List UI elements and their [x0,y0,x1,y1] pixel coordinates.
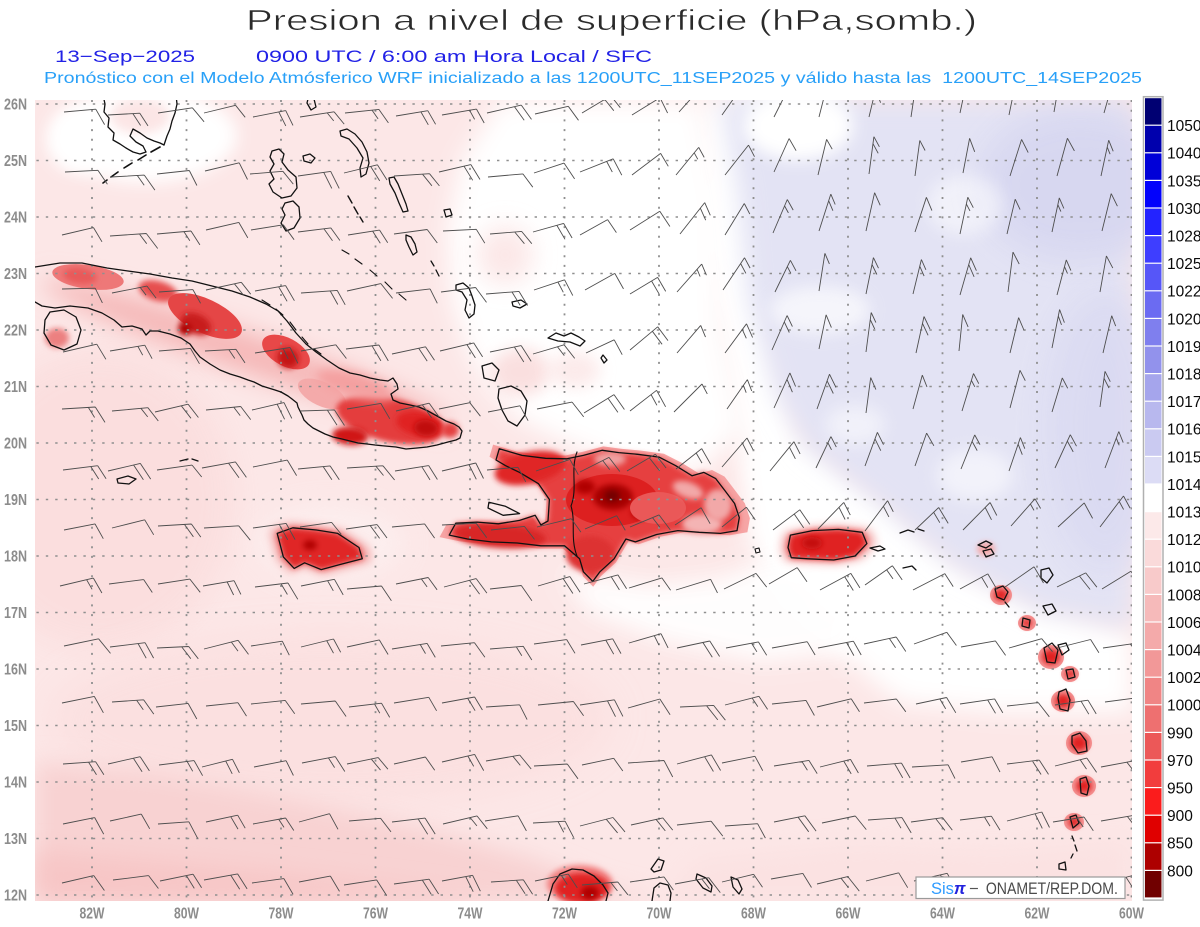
svg-text:1004: 1004 [1167,643,1200,660]
svg-text:15N: 15N [4,718,27,735]
svg-text:82W: 82W [80,906,105,923]
svg-text:18N: 18N [4,548,27,565]
svg-text:19N: 19N [4,492,27,509]
svg-text:17N: 17N [4,605,27,622]
svg-text:23N: 23N [4,266,27,283]
svg-text:1008: 1008 [1167,587,1200,604]
svg-text:1016: 1016 [1167,422,1200,439]
svg-text:850: 850 [1167,836,1193,853]
svg-text:13N: 13N [4,831,27,848]
svg-text:990: 990 [1167,725,1193,742]
svg-text:1012: 1012 [1167,532,1200,549]
svg-text:1000: 1000 [1167,698,1200,715]
svg-text:1006: 1006 [1167,615,1200,632]
svg-text:70W: 70W [647,906,672,923]
svg-text:1014: 1014 [1167,477,1200,494]
svg-text:800: 800 [1167,863,1193,880]
svg-text:1025: 1025 [1167,256,1200,273]
svg-text:1028: 1028 [1167,229,1200,246]
svg-text:64W: 64W [930,906,955,923]
svg-text:26N: 26N [4,96,27,113]
svg-text:1013: 1013 [1167,505,1200,522]
svg-text:62W: 62W [1025,906,1050,923]
svg-text:68W: 68W [741,906,766,923]
svg-text:22N: 22N [4,322,27,339]
svg-text:16N: 16N [4,661,27,678]
svg-text:20N: 20N [4,435,27,452]
svg-text:14N: 14N [4,774,27,791]
svg-text:0900 UTC / 6:00 am Hora Local: 0900 UTC / 6:00 am Hora Local / SFC [256,47,652,66]
svg-text:78W: 78W [269,906,294,923]
svg-text:74W: 74W [458,906,483,923]
svg-text:21N: 21N [4,379,27,396]
svg-text:76W: 76W [363,906,388,923]
svg-text:Pronóstico con el Modelo Atmós: Pronóstico con el Modelo Atmósferico WRF… [44,70,1142,87]
svg-text:13−Sep−2025: 13−Sep−2025 [55,47,195,66]
svg-text:80W: 80W [174,906,199,923]
svg-text:Presion a nivel de superficie: Presion a nivel de superficie (hPa,somb.… [246,5,977,37]
svg-text:950: 950 [1167,781,1193,798]
svg-text:1017: 1017 [1167,394,1200,411]
svg-text:72W: 72W [552,906,577,923]
svg-text:1015: 1015 [1167,449,1200,466]
svg-text:60W: 60W [1119,906,1144,923]
svg-text:1020: 1020 [1167,311,1200,328]
svg-text:1010: 1010 [1167,560,1200,577]
svg-text:970: 970 [1167,753,1193,770]
svg-text:1018: 1018 [1167,367,1200,384]
svg-text:1019: 1019 [1167,339,1200,356]
svg-text:900: 900 [1167,808,1193,825]
svg-text:1030: 1030 [1167,201,1200,218]
svg-text:25N: 25N [4,153,27,170]
svg-text:1002: 1002 [1167,670,1200,687]
svg-text:12N: 12N [4,887,27,904]
svg-text:Sisπ − ONAMET/REP.DOM.: Sisπ − ONAMET/REP.DOM. [931,880,1118,898]
svg-text:1035: 1035 [1167,173,1200,190]
svg-text:1050: 1050 [1167,118,1200,135]
svg-text:1022: 1022 [1167,284,1200,301]
svg-text:66W: 66W [836,906,861,923]
svg-text:24N: 24N [4,209,27,226]
svg-text:1040: 1040 [1167,146,1200,163]
